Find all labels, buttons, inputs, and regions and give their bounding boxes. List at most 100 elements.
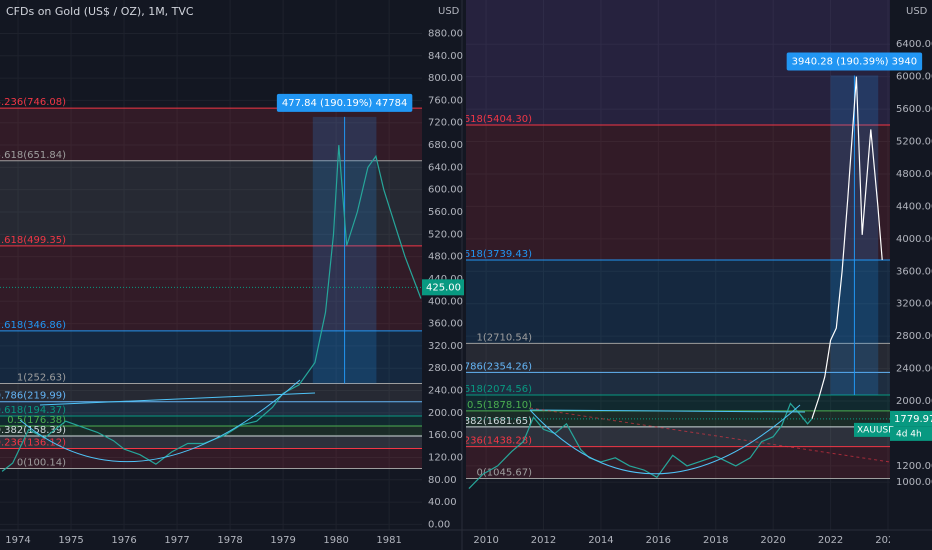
y-tick-label: 1200.00 <box>896 461 932 472</box>
y-tick-label: 360.00 <box>428 319 463 330</box>
measure-label: 477.84 (190.19%) 47784 <box>282 98 407 109</box>
y-tick-label: 4000.00 <box>896 234 932 245</box>
x-tick-label: 1981 <box>376 535 401 546</box>
fib-label: 3.618(651.84) <box>0 150 66 161</box>
x-tick-label: 1975 <box>58 535 83 546</box>
fib-label: 2.618(499.35) <box>0 235 66 246</box>
y-tick-label: 3200.00 <box>896 299 932 310</box>
fib-band <box>466 410 890 427</box>
y-tick-label: 480.00 <box>428 252 463 263</box>
y-tick-label: 120.00 <box>428 452 463 463</box>
symbol-box <box>854 422 890 437</box>
fib-band <box>466 343 890 373</box>
y-tick-label: 4800.00 <box>896 169 932 180</box>
fib-band <box>0 108 422 161</box>
fib-band <box>0 383 422 402</box>
y-tick-label: 880.00 <box>428 28 463 39</box>
fib-label: 0.236(136.12) <box>0 437 66 448</box>
fib-label: 0(1045.67) <box>476 467 532 478</box>
x-tick-label: 2010 <box>473 535 498 546</box>
y-tick-label: 400.00 <box>428 296 463 307</box>
fib-band <box>0 245 422 331</box>
countdown-label: 4d 4h <box>896 429 922 439</box>
x-tick-label: 1980 <box>323 535 348 546</box>
fib-label: 0.5(1878.10) <box>467 400 532 411</box>
fib-band <box>0 426 422 437</box>
chart-title: CFDs on Gold (US$ / OZ), 1M, TVC <box>6 5 194 18</box>
y-tick-label: 6400.00 <box>896 39 932 50</box>
trend-line <box>529 407 891 463</box>
x-tick-label: 1976 <box>111 535 136 546</box>
fib-label: 1.618(346.86) <box>0 320 66 331</box>
y-tick-label: 280.00 <box>428 363 463 374</box>
fib-band <box>466 372 890 396</box>
last-price-box <box>890 410 932 427</box>
y-tick-label: 3600.00 <box>896 266 932 277</box>
x-tick-label: 1977 <box>164 535 189 546</box>
y-tick-label: 680.00 <box>428 140 463 151</box>
measure-label: 3940.28 (190.39%) 3940 <box>792 56 917 67</box>
y-tick-label: 320.00 <box>428 341 463 352</box>
y-tick-label: 520.00 <box>428 229 463 240</box>
last-price-box <box>422 279 464 296</box>
y-tick-label: 720.00 <box>428 118 463 129</box>
fib-band <box>466 395 890 411</box>
y-tick-label: 560.00 <box>428 207 463 218</box>
fib-label: 1(2710.54) <box>476 332 532 343</box>
y-tick-label: 1000.00 <box>896 477 932 488</box>
fib-label: 1.618(3739.43) <box>454 249 532 260</box>
fib-label: 0.618(194.37) <box>0 405 66 416</box>
fib-band <box>466 259 890 344</box>
plot-area: 2.618(5404.30) 1.618(3739.43) 1(2710.54) 0.… <box>454 0 890 530</box>
fib-label: 0.236(1438.28) <box>454 436 532 447</box>
y-tick-label: 160.00 <box>428 430 463 441</box>
x-tick-label: 2020 <box>760 535 785 546</box>
x-tick-label: 1978 <box>217 535 242 546</box>
countdown-box <box>890 426 932 441</box>
currency-label: USD <box>906 6 928 17</box>
x-tick-label: 2016 <box>646 535 671 546</box>
fib-band <box>466 124 890 260</box>
y-tick-label: 600.00 <box>428 185 463 196</box>
fib-band <box>0 436 422 449</box>
currency-label: USD <box>438 6 460 17</box>
fib-label: 0.5(176.38) <box>7 415 66 426</box>
y-tick-label: 2000.00 <box>896 396 932 407</box>
cup-curve <box>529 404 801 475</box>
y-tick-label: 40.00 <box>428 497 457 508</box>
x-tick-label: 2012 <box>531 535 556 546</box>
y-tick-label: 2800.00 <box>896 331 932 342</box>
fib-label: 0.786(2354.26) <box>454 361 532 372</box>
y-tick-label: 5200.00 <box>896 137 932 148</box>
y-tick-label: 6000.00 <box>896 72 932 83</box>
measure-label-box <box>786 52 923 71</box>
fib-label: 1(252.63) <box>17 372 66 383</box>
y-tick-label: 840.00 <box>428 51 463 62</box>
y-tick-label: 800.00 <box>428 73 463 84</box>
y-tick-label: 0.00 <box>428 519 450 530</box>
cup-curve <box>19 379 301 463</box>
time-axis: 2010 2012 2014 2016 2018 2020 2022 2024 <box>473 535 890 546</box>
price-line <box>1 145 422 472</box>
fib-label: 0.618(2074.56) <box>454 384 532 395</box>
last-price-label: 1779.97 <box>894 414 932 425</box>
y-tick-label: 760.00 <box>428 95 463 106</box>
fib-band <box>0 330 422 384</box>
axes: 0.00 40.00 80.00 120.00 160.00 200.00 240.00 28… <box>5 6 932 546</box>
fib-label: 0.786(219.99) <box>0 391 66 402</box>
y-tick-label: 240.00 <box>428 386 463 397</box>
last-price-label: 425.00 <box>426 282 461 293</box>
price-line <box>468 402 813 490</box>
measure-label-box <box>276 93 413 112</box>
fib-band <box>466 446 890 479</box>
fib-label: 4.236(746.08) <box>0 97 66 108</box>
fib-label: 0(100.14) <box>17 458 66 469</box>
y-tick-label: 2400.00 <box>896 364 932 375</box>
fib-label: 0.382(1681.65) <box>454 416 532 427</box>
y-tick-label: 5600.00 <box>896 104 932 115</box>
fib-band <box>0 415 422 427</box>
fib-label: 2.618(5404.30) <box>454 114 532 125</box>
fib-band <box>0 448 422 469</box>
